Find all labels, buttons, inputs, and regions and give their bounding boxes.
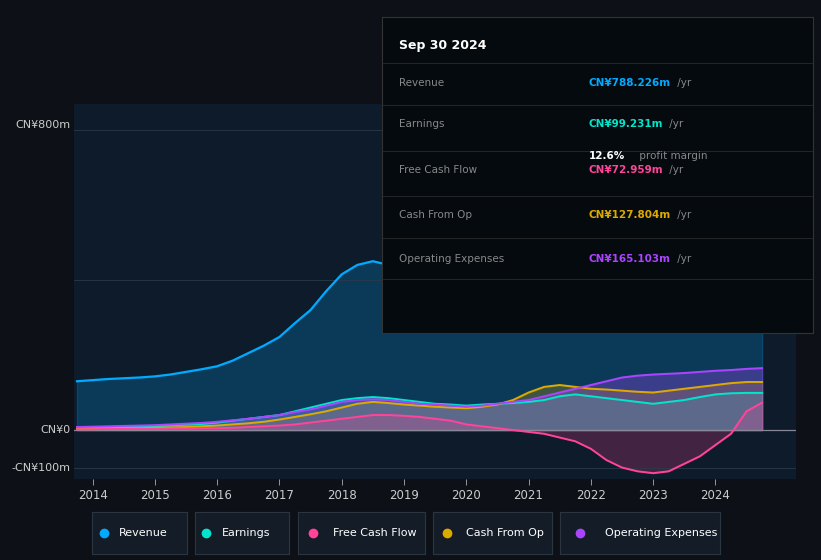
Text: CN¥0: CN¥0: [40, 425, 71, 435]
Text: 12.6%: 12.6%: [589, 151, 625, 161]
Text: CN¥72.959m: CN¥72.959m: [589, 165, 663, 175]
Text: /yr: /yr: [667, 165, 684, 175]
Text: Cash From Op: Cash From Op: [466, 529, 544, 538]
Text: Operating Expenses: Operating Expenses: [605, 529, 718, 538]
Text: Earnings: Earnings: [222, 529, 270, 538]
Text: /yr: /yr: [674, 209, 691, 220]
Text: CN¥127.804m: CN¥127.804m: [589, 209, 671, 220]
Text: Cash From Op: Cash From Op: [399, 209, 472, 220]
Text: Revenue: Revenue: [119, 529, 167, 538]
Text: /yr: /yr: [667, 119, 684, 129]
Text: CN¥788.226m: CN¥788.226m: [589, 78, 671, 88]
Text: /yr: /yr: [674, 78, 691, 88]
Text: Free Cash Flow: Free Cash Flow: [399, 165, 477, 175]
Text: CN¥165.103m: CN¥165.103m: [589, 254, 671, 264]
Text: CN¥800m: CN¥800m: [15, 120, 71, 130]
Text: Sep 30 2024: Sep 30 2024: [399, 39, 487, 52]
Text: -CN¥100m: -CN¥100m: [11, 463, 71, 473]
Text: profit margin: profit margin: [636, 151, 708, 161]
Text: CN¥99.231m: CN¥99.231m: [589, 119, 663, 129]
Text: Free Cash Flow: Free Cash Flow: [333, 529, 417, 538]
Text: Earnings: Earnings: [399, 119, 444, 129]
Text: Revenue: Revenue: [399, 78, 444, 88]
Text: Operating Expenses: Operating Expenses: [399, 254, 504, 264]
Text: /yr: /yr: [674, 254, 691, 264]
